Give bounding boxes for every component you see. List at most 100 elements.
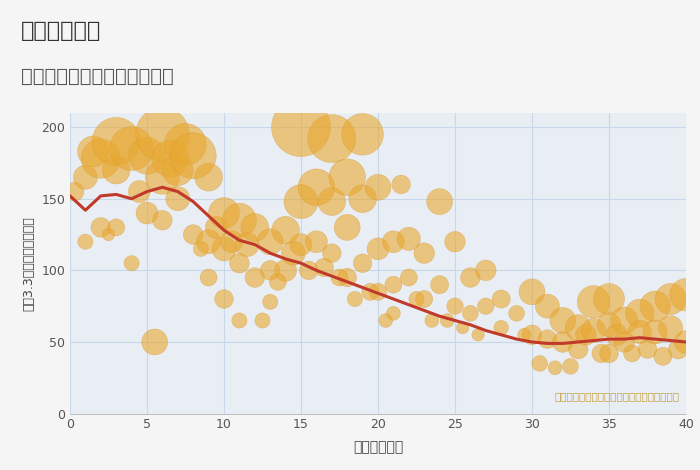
Point [457,324,468,331]
Point [588,327,599,334]
Point [550,364,561,371]
Point [557,317,568,324]
Point [603,350,615,357]
Point [442,317,453,324]
Point [650,302,661,310]
Point [480,302,491,310]
Point [565,362,576,370]
Point [542,336,553,343]
Point [157,173,168,181]
Point [280,227,291,234]
Point [111,166,122,174]
Point [680,291,692,298]
Point [473,331,484,338]
Point [573,345,584,353]
Point [650,328,661,336]
Point [542,302,553,310]
Point [496,295,507,303]
Point [141,152,153,159]
Point [265,266,276,274]
Point [465,310,476,317]
Point [326,135,337,142]
Point [519,331,530,338]
Point [234,259,245,267]
Point [573,324,584,331]
Point [557,338,568,346]
Point [342,224,353,231]
Text: 円の大きさは、取引のあった物件面積を示す: 円の大きさは、取引のあった物件面積を示す [555,392,680,401]
Point [357,259,368,267]
Point [218,209,230,217]
Point [188,152,199,159]
Point [69,188,80,196]
Point [434,198,445,205]
Point [111,138,122,145]
Point [157,131,168,138]
Point [665,295,676,303]
Point [480,266,491,274]
Point [426,317,438,324]
Point [411,295,422,303]
Point [326,250,337,257]
Text: 大阪府樟葉駅: 大阪府樟葉駅 [21,21,102,41]
Point [465,274,476,281]
Point [295,198,307,205]
Point [203,173,214,181]
Point [211,224,222,231]
Point [141,209,153,217]
Point [334,274,345,281]
Point [234,217,245,224]
Point [126,259,137,267]
Point [680,338,692,346]
Point [311,238,322,245]
Point [372,288,384,296]
Point [642,345,653,353]
Point [218,245,230,253]
Point [365,288,376,296]
Point [342,274,353,281]
Point [149,338,160,346]
Point [134,188,145,196]
Point [95,155,106,163]
Point [265,238,276,245]
Point [626,350,638,357]
Point [403,274,414,281]
Point [295,241,307,248]
Point [511,310,522,317]
Point [657,352,668,360]
Point [88,148,99,155]
Point [172,195,183,203]
Point [103,231,114,238]
Point [634,310,645,317]
Point [349,295,360,303]
Point [357,131,368,138]
Point [388,238,399,245]
Point [419,250,430,257]
Point [580,331,592,338]
Point [188,231,199,238]
Y-axis label: 坪（3.3㎡）単価（万円）: 坪（3.3㎡）単価（万円） [22,216,36,311]
Point [303,266,314,274]
Point [249,274,260,281]
Point [403,235,414,243]
Point [203,274,214,281]
Point [80,238,91,245]
Point [372,183,384,191]
Point [272,278,284,286]
Point [619,317,630,324]
Point [288,250,299,257]
Point [218,295,230,303]
Point [80,173,91,181]
Point [395,180,407,188]
Point [526,288,538,296]
Point [357,195,368,203]
Point [241,241,253,248]
Point [603,321,615,329]
Point [95,224,106,231]
Point [311,183,322,191]
Point [611,331,622,338]
Point [234,317,245,324]
Point [164,155,176,163]
Point [372,245,384,253]
Point [449,302,461,310]
